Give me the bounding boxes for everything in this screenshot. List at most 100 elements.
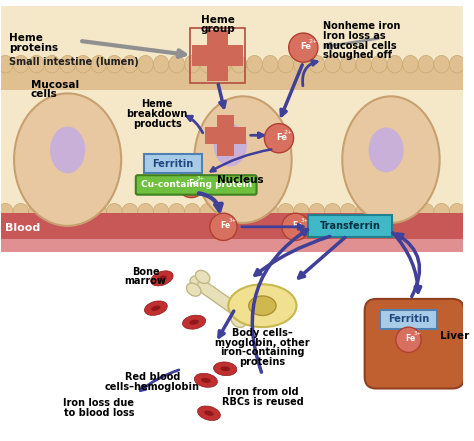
Ellipse shape	[278, 203, 293, 219]
Ellipse shape	[214, 362, 237, 376]
Ellipse shape	[151, 306, 161, 311]
Ellipse shape	[434, 203, 449, 219]
Text: Bone: Bone	[132, 267, 159, 277]
Ellipse shape	[153, 56, 169, 73]
Ellipse shape	[122, 203, 138, 219]
Ellipse shape	[325, 203, 340, 219]
Text: Heme: Heme	[201, 15, 235, 26]
Ellipse shape	[198, 406, 220, 420]
Text: Fe: Fe	[188, 179, 199, 187]
Ellipse shape	[184, 203, 200, 219]
Circle shape	[264, 123, 293, 153]
Text: cells: cells	[31, 90, 57, 99]
Ellipse shape	[75, 56, 91, 73]
Bar	[1, 62, 463, 90]
Ellipse shape	[340, 56, 356, 73]
Text: Iron loss due: Iron loss due	[64, 398, 134, 408]
Ellipse shape	[231, 314, 246, 328]
Ellipse shape	[309, 203, 325, 219]
Ellipse shape	[200, 56, 216, 73]
Text: Transferrin: Transferrin	[319, 221, 381, 231]
Ellipse shape	[182, 315, 206, 329]
Bar	[217, 115, 234, 156]
Ellipse shape	[13, 56, 28, 73]
Text: RBCs is reused: RBCs is reused	[221, 397, 303, 407]
Text: Body cells–: Body cells–	[232, 328, 293, 338]
Ellipse shape	[240, 302, 255, 315]
Bar	[1, 231, 463, 252]
Text: 2+: 2+	[284, 130, 293, 135]
Ellipse shape	[194, 96, 292, 223]
Ellipse shape	[50, 127, 85, 173]
Text: Fe: Fe	[406, 334, 416, 344]
Text: Nucleus: Nucleus	[217, 175, 264, 185]
Ellipse shape	[372, 56, 387, 73]
Ellipse shape	[107, 56, 122, 73]
Ellipse shape	[325, 56, 340, 73]
Text: Ferritin: Ferritin	[152, 158, 193, 168]
Ellipse shape	[169, 203, 184, 219]
Ellipse shape	[201, 378, 211, 383]
Text: Cu-containing protein: Cu-containing protein	[141, 180, 252, 190]
Text: Iron loss as: Iron loss as	[323, 31, 385, 41]
Text: Mucosal: Mucosal	[31, 80, 79, 90]
Text: Fe: Fe	[220, 221, 231, 230]
Bar	[1, 213, 463, 239]
Bar	[1, 231, 463, 435]
Ellipse shape	[369, 127, 404, 172]
Ellipse shape	[91, 203, 107, 219]
FancyBboxPatch shape	[144, 154, 202, 173]
Text: 3+: 3+	[228, 218, 237, 224]
Bar	[1, 211, 463, 233]
Text: mucosal cells: mucosal cells	[323, 41, 396, 51]
Text: Red blood: Red blood	[125, 372, 180, 382]
Text: 3+: 3+	[301, 218, 309, 224]
Text: products: products	[133, 119, 182, 129]
Text: Blood: Blood	[5, 223, 40, 233]
Ellipse shape	[220, 366, 230, 371]
FancyBboxPatch shape	[136, 175, 256, 194]
Ellipse shape	[0, 203, 13, 219]
Ellipse shape	[356, 56, 372, 73]
Bar	[205, 127, 246, 144]
Bar	[1, 6, 463, 90]
Ellipse shape	[190, 276, 206, 291]
Ellipse shape	[293, 203, 309, 219]
Circle shape	[289, 33, 318, 62]
FancyBboxPatch shape	[365, 299, 464, 389]
Text: sloughed off: sloughed off	[323, 50, 392, 60]
Ellipse shape	[247, 203, 263, 219]
Text: Fe: Fe	[301, 42, 311, 51]
Ellipse shape	[194, 374, 218, 387]
Ellipse shape	[145, 301, 167, 315]
Ellipse shape	[44, 56, 60, 73]
Ellipse shape	[231, 56, 247, 73]
Text: Iron from old: Iron from old	[227, 387, 298, 397]
Bar	[1, 213, 463, 231]
Text: iron-containing: iron-containing	[220, 348, 305, 358]
Ellipse shape	[44, 203, 60, 219]
Text: 2+: 2+	[308, 39, 318, 44]
Text: group: group	[200, 24, 235, 34]
Ellipse shape	[235, 307, 251, 322]
Ellipse shape	[216, 56, 231, 73]
Text: marrow: marrow	[125, 277, 166, 286]
Ellipse shape	[340, 203, 356, 219]
Bar	[192, 45, 243, 66]
Circle shape	[210, 213, 237, 240]
Ellipse shape	[278, 56, 293, 73]
Ellipse shape	[151, 271, 173, 286]
Bar	[1, 75, 463, 245]
Ellipse shape	[122, 56, 138, 73]
Text: Fe: Fe	[276, 133, 287, 142]
Ellipse shape	[60, 56, 75, 73]
Text: 3+: 3+	[196, 176, 204, 181]
Ellipse shape	[0, 56, 13, 73]
Ellipse shape	[107, 203, 122, 219]
Ellipse shape	[263, 203, 278, 219]
Text: 3+: 3+	[413, 332, 421, 336]
Text: myoglobin, other: myoglobin, other	[215, 338, 310, 348]
Ellipse shape	[387, 56, 402, 73]
Text: proteins: proteins	[9, 43, 58, 52]
Bar	[207, 30, 228, 81]
